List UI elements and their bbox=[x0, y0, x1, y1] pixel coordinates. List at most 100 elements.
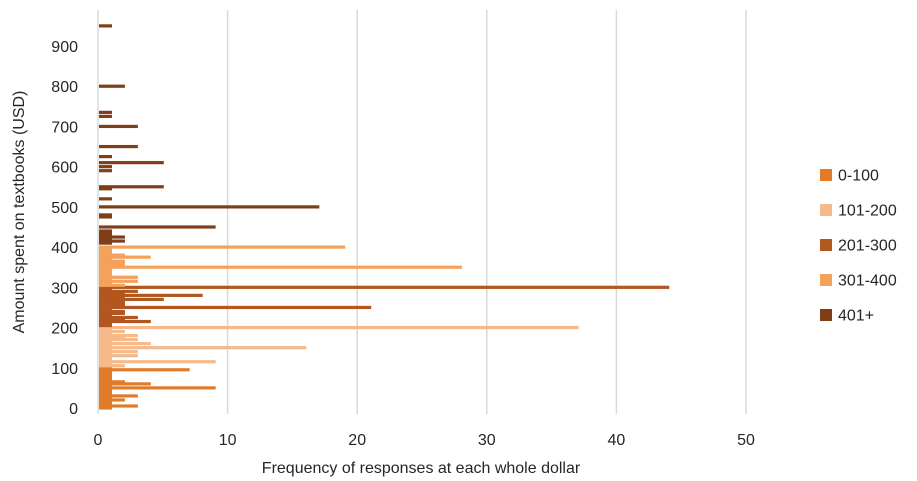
bar-301-400-355 bbox=[99, 263, 125, 267]
bar-301-400-370 bbox=[99, 257, 112, 261]
bar-201-300-220 bbox=[99, 317, 125, 322]
bar-201-300-235 bbox=[99, 311, 125, 316]
bar-0-100-10 bbox=[99, 402, 112, 406]
legend-label: 101-200 bbox=[838, 203, 897, 220]
bar-301-400-345 bbox=[99, 267, 112, 271]
bar-0-100-100 bbox=[99, 366, 112, 370]
bar-301-400-330 bbox=[99, 273, 112, 277]
bar-401+-725 bbox=[99, 114, 112, 118]
bar-101-200-160 bbox=[99, 342, 151, 346]
bar-401+-475 bbox=[99, 215, 112, 219]
y-tick-label: 100 bbox=[51, 361, 78, 378]
bar-0-100-70 bbox=[99, 378, 112, 382]
legend-swatch bbox=[820, 204, 832, 216]
bar-401+-480 bbox=[99, 213, 112, 217]
bar-401+-425 bbox=[99, 235, 125, 239]
bar-101-200-120 bbox=[99, 358, 112, 362]
legend-swatch bbox=[820, 309, 832, 321]
bar-101-200-175 bbox=[99, 336, 125, 340]
bar-301-400-310 bbox=[99, 281, 112, 285]
y-tick-label: 400 bbox=[51, 240, 78, 257]
bar-0-100-5 bbox=[99, 404, 138, 408]
x-axis-title: Frequency of responses at each whole dol… bbox=[262, 460, 581, 477]
bar-0-100-0 bbox=[99, 406, 112, 410]
y-tick-label: 200 bbox=[51, 321, 78, 338]
x-tick-label: 20 bbox=[348, 432, 366, 449]
y-tick-label: 700 bbox=[51, 119, 78, 136]
y-axis-title: Amount spent on textbooks (USD) bbox=[11, 91, 28, 334]
legend: 0-100 101-200 201-300 301-400 401+ bbox=[820, 168, 897, 325]
x-tick-labels: 0 10 20 30 40 50 bbox=[94, 432, 755, 449]
bar-101-200-180 bbox=[99, 334, 138, 338]
bar-301-400-395 bbox=[99, 247, 112, 251]
legend-label: 0-100 bbox=[838, 168, 879, 185]
bar-0-100-60 bbox=[99, 382, 151, 386]
bar-101-200-145 bbox=[99, 348, 112, 352]
bar-0-100-90 bbox=[99, 370, 112, 374]
bar-101-200-195 bbox=[99, 327, 112, 332]
bar-201-300-275 bbox=[99, 295, 125, 299]
legend-swatch bbox=[820, 239, 832, 251]
y-tick-label: 900 bbox=[51, 39, 78, 56]
y-tick-label: 0 bbox=[69, 401, 78, 418]
legend-swatch bbox=[820, 169, 832, 181]
bar-101-200-165 bbox=[99, 340, 112, 344]
bar-401+-450 bbox=[99, 225, 216, 229]
bar-401+-950 bbox=[99, 24, 112, 28]
bar-201-300-255 bbox=[99, 303, 125, 308]
bar-401+-650 bbox=[99, 144, 138, 149]
legend-label: 401+ bbox=[838, 308, 874, 325]
bar-101-200-140 bbox=[99, 350, 138, 354]
bar-0-100-30 bbox=[99, 394, 138, 398]
bar-0-100-15 bbox=[99, 400, 112, 404]
bar-401+-610 bbox=[99, 161, 164, 165]
bar-401+-420 bbox=[99, 237, 112, 241]
bar-101-200-185 bbox=[99, 331, 112, 336]
gridlines bbox=[97, 10, 747, 414]
bar-301-400-360 bbox=[99, 261, 125, 265]
bar-301-400-385 bbox=[99, 251, 112, 255]
bar-201-300-260 bbox=[99, 301, 125, 306]
bar-301-400-340 bbox=[99, 269, 112, 273]
bar-401+-800 bbox=[99, 84, 125, 88]
bar-401+-550 bbox=[99, 185, 164, 189]
bar-101-200-135 bbox=[99, 352, 112, 356]
bar-301-400-390 bbox=[99, 249, 112, 253]
bar-301-400-325 bbox=[99, 275, 138, 279]
bar-401+-430 bbox=[99, 233, 112, 237]
bar-101-200-155 bbox=[99, 344, 112, 348]
bar-401+-500 bbox=[99, 205, 320, 209]
bar-0-100-35 bbox=[99, 392, 112, 396]
bar-301-400-365 bbox=[99, 259, 125, 263]
bars bbox=[99, 24, 670, 410]
bar-0-100-80 bbox=[99, 374, 112, 378]
bar-0-100-85 bbox=[99, 372, 112, 376]
bar-301-400-305 bbox=[99, 283, 125, 287]
y-tick-label: 600 bbox=[51, 160, 78, 177]
y-tick-label: 800 bbox=[51, 79, 78, 96]
bar-101-200-105 bbox=[99, 364, 125, 368]
bar-0-100-95 bbox=[99, 368, 190, 372]
bar-301-400-350 bbox=[99, 265, 462, 269]
bar-201-300-215 bbox=[99, 319, 151, 324]
bar-201-300-285 bbox=[99, 291, 125, 295]
bar-0-100-65 bbox=[99, 380, 125, 384]
bar-201-300-225 bbox=[99, 315, 138, 320]
bar-201-300-240 bbox=[99, 309, 125, 314]
bar-401+-600 bbox=[99, 165, 112, 169]
bar-201-300-250 bbox=[99, 305, 372, 310]
x-tick-label: 50 bbox=[737, 432, 755, 449]
bar-401+-520 bbox=[99, 197, 112, 201]
bar-201-300-265 bbox=[99, 299, 125, 304]
legend-swatch bbox=[820, 274, 832, 286]
bar-401+-545 bbox=[99, 187, 112, 191]
bar-0-100-40 bbox=[99, 390, 112, 394]
bar-301-400-400 bbox=[99, 245, 346, 249]
bar-201-300-300 bbox=[99, 285, 670, 289]
bar-401+-700 bbox=[99, 124, 138, 129]
bar-0-100-45 bbox=[99, 388, 112, 392]
bar-401+-735 bbox=[99, 110, 112, 114]
bar-201-300-295 bbox=[99, 287, 112, 291]
bar-401+-590 bbox=[99, 169, 112, 173]
